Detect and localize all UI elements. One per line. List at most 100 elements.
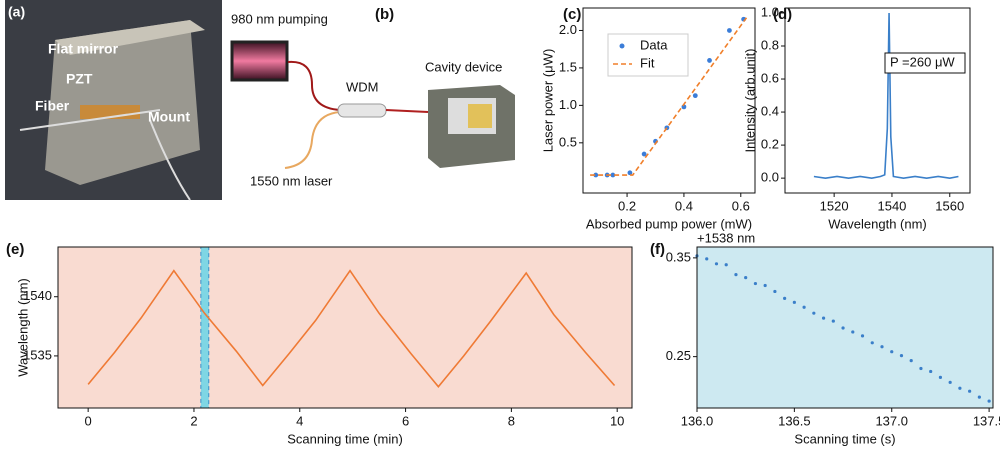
annotation-box: [884, 52, 966, 74]
y-tick-label: 0.0: [761, 170, 779, 185]
panel-label: (d): [773, 6, 792, 23]
data-point: [831, 319, 835, 323]
y-tick-label: 1540: [23, 288, 52, 303]
x-axis-label: Scanning time (min): [287, 431, 403, 446]
pump-fiber: [287, 60, 341, 111]
panel-label: (a): [8, 4, 25, 20]
legend-box: [607, 33, 689, 77]
y-tick-label: 1535: [23, 347, 52, 362]
data-point: [880, 345, 884, 349]
y-tick-label: 0.6: [761, 70, 779, 85]
y-axis-label: Laser power (μW): [540, 49, 555, 153]
highlight: [200, 246, 210, 409]
data-point: [929, 369, 933, 374]
plot-area: [58, 247, 632, 408]
data-point: [727, 28, 732, 33]
x-tick-label: 4: [296, 413, 303, 428]
data-point: [841, 326, 845, 330]
diagram-panel: (b) 980 nm pumping WDM Cavity device 155…: [230, 6, 515, 188]
panel-label: (b): [375, 6, 394, 23]
photo-panel: (a) Flat mirror PZT Fiber Mount: [5, 0, 222, 201]
x-axis-label: Wavelength (nm): [828, 216, 927, 231]
data-point: [610, 172, 616, 178]
data-point: [802, 305, 806, 309]
x-tick-label: 137.0: [875, 413, 908, 428]
data-point: [627, 170, 633, 176]
y-tick-label: 0.5: [559, 134, 577, 149]
x-tick-label: 136.0: [681, 413, 714, 428]
y-tick-label: 0.4: [761, 104, 779, 119]
data-point: [870, 341, 874, 345]
data-point: [851, 330, 855, 334]
x-tick-label: 10: [610, 413, 624, 428]
annotation: P =260 μW: [890, 54, 955, 69]
legend-label: Data: [640, 37, 668, 52]
y-tick-label: 0.2: [761, 137, 779, 152]
data-point: [692, 93, 698, 99]
y-tick-label: 1.5: [559, 59, 577, 74]
data-point: [783, 296, 787, 300]
plot-area: [785, 8, 970, 193]
y-tick-label: 0.25: [666, 348, 691, 363]
y-tick-label: 0.35: [666, 249, 691, 264]
x-tick-label: 0.2: [618, 198, 636, 213]
data-point: [899, 354, 904, 358]
axes-frame: [582, 7, 756, 194]
data-point: [958, 386, 962, 390]
x-axis-label: Absorbed pump power (mW): [586, 216, 752, 231]
wdm: [337, 103, 387, 118]
legend-label: Fit: [640, 55, 655, 70]
fiber: [19, 109, 191, 201]
plot-area: [697, 247, 993, 408]
output-fiber: [385, 109, 429, 113]
data-point: [968, 389, 972, 393]
pump-laser: [230, 40, 289, 82]
data-point: [987, 399, 991, 403]
photo-label: Flat mirror: [48, 41, 119, 57]
data-point: [641, 151, 647, 157]
data-point: [821, 316, 826, 320]
data-point: [938, 375, 943, 379]
cavity-mirror: [468, 104, 492, 128]
x-tick-label: 136.5: [778, 413, 811, 428]
panel-label: (f): [650, 241, 665, 258]
photo-label: PZT: [66, 71, 93, 87]
data-point: [977, 395, 981, 399]
x-tick-label: 0.6: [732, 198, 750, 213]
data-point: [763, 283, 767, 288]
data-point: [724, 263, 728, 267]
data-point: [860, 334, 865, 338]
y-tick-label: 1.0: [559, 97, 577, 112]
data-point: [812, 311, 816, 315]
x-tick-label: 0: [85, 413, 92, 428]
data-point: [753, 281, 758, 286]
data-line: [590, 17, 748, 176]
diagram-label: 980 nm pumping: [231, 11, 328, 26]
x-tick-label: 0.4: [675, 198, 693, 213]
y-offset-label: +1538 nm: [697, 230, 755, 245]
x-tick-label: 8: [508, 413, 515, 428]
x-tick-label: 137.5: [973, 413, 1000, 428]
x-tick-label: 1540: [877, 198, 906, 213]
photo-label: Fiber: [35, 98, 70, 114]
x-tick-label: 1520: [820, 198, 849, 213]
photo-label: Mount: [148, 109, 190, 125]
data-point: [919, 366, 923, 371]
x-tick-label: 2: [190, 413, 197, 428]
axes-frame: [784, 7, 971, 194]
x-tick-label: 6: [402, 413, 409, 428]
data-point: [890, 350, 894, 354]
panel-label: (c): [563, 6, 581, 23]
diagram-label: Cavity device: [425, 59, 502, 74]
data-point: [714, 262, 719, 266]
y-tick-label: 1.0: [761, 4, 779, 19]
mount-block: [45, 20, 200, 185]
axes-frame: [57, 246, 633, 409]
panel-label: (e): [6, 241, 24, 258]
axes-frame: [696, 246, 994, 409]
y-axis-label: Intensity (arb.unit): [742, 48, 757, 152]
y-tick-label: 2.0: [559, 22, 577, 37]
data-point: [705, 257, 709, 261]
x-axis-label: Scanning time (s): [794, 431, 895, 446]
